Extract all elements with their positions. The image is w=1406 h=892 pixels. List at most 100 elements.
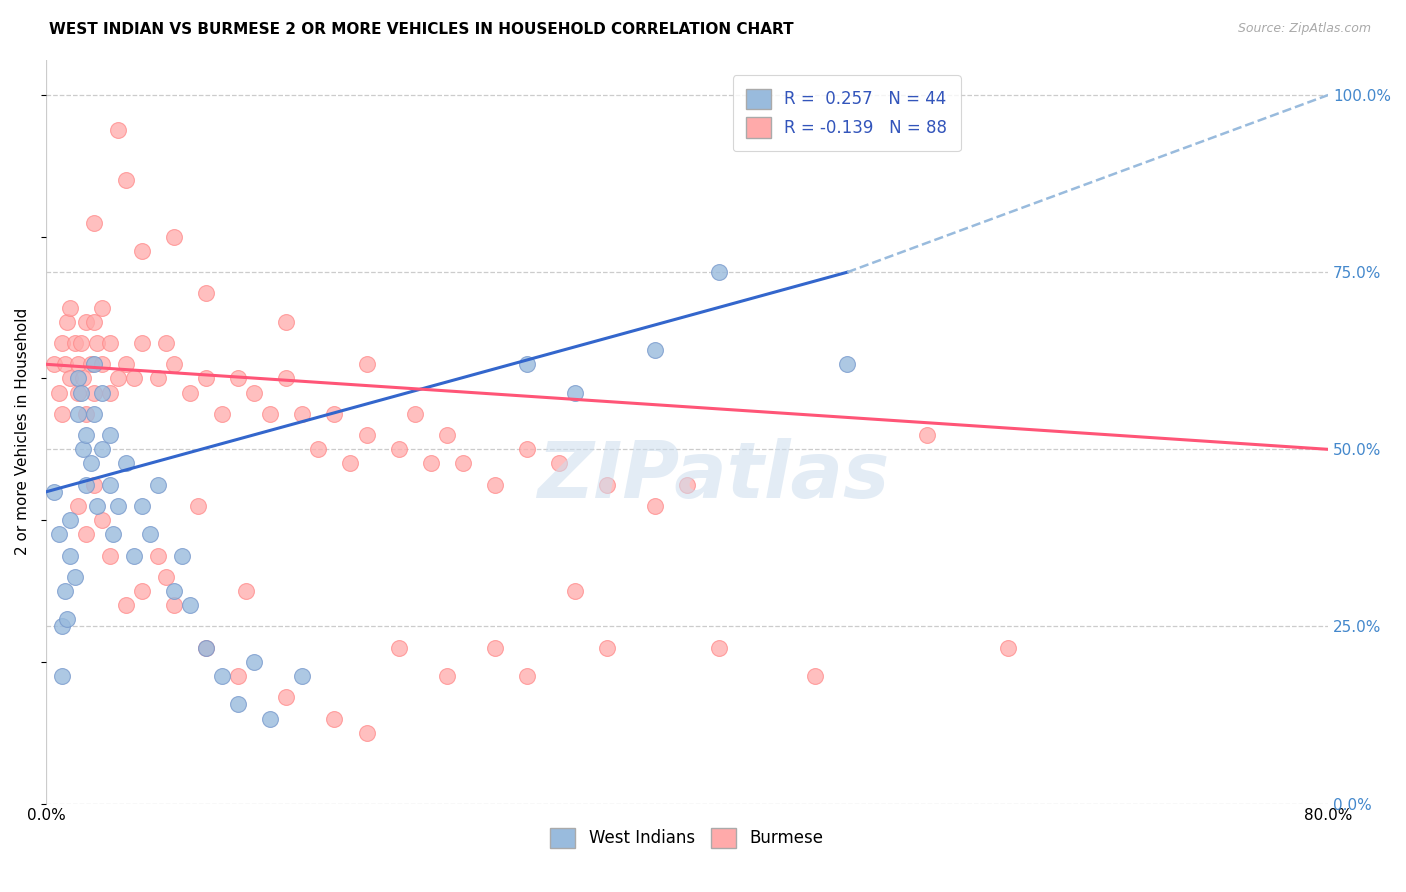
Point	[356, 428, 378, 442]
Point	[75, 428, 97, 442]
Point	[91, 513, 114, 527]
Point	[195, 640, 218, 655]
Point	[387, 640, 409, 655]
Point	[187, 499, 209, 513]
Point	[80, 457, 103, 471]
Point	[56, 315, 79, 329]
Point	[83, 357, 105, 371]
Point	[75, 477, 97, 491]
Point	[115, 357, 138, 371]
Point	[66, 499, 89, 513]
Point	[83, 315, 105, 329]
Point	[122, 549, 145, 563]
Point	[226, 698, 249, 712]
Point	[307, 442, 329, 457]
Point	[516, 357, 538, 371]
Point	[146, 549, 169, 563]
Point	[291, 669, 314, 683]
Point	[163, 357, 186, 371]
Point	[451, 457, 474, 471]
Point	[917, 428, 939, 442]
Point	[122, 371, 145, 385]
Point	[51, 336, 73, 351]
Point	[59, 371, 82, 385]
Point	[98, 336, 121, 351]
Text: WEST INDIAN VS BURMESE 2 OR MORE VEHICLES IN HOUSEHOLD CORRELATION CHART: WEST INDIAN VS BURMESE 2 OR MORE VEHICLE…	[49, 22, 794, 37]
Point	[436, 428, 458, 442]
Point	[547, 457, 569, 471]
Point	[339, 457, 361, 471]
Point	[226, 371, 249, 385]
Point	[564, 385, 586, 400]
Point	[98, 549, 121, 563]
Point	[211, 407, 233, 421]
Point	[66, 357, 89, 371]
Point	[107, 123, 129, 137]
Y-axis label: 2 or more Vehicles in Household: 2 or more Vehicles in Household	[15, 308, 30, 555]
Point	[195, 371, 218, 385]
Point	[91, 301, 114, 315]
Point	[66, 385, 89, 400]
Point	[107, 371, 129, 385]
Point	[163, 598, 186, 612]
Point	[59, 513, 82, 527]
Point	[564, 584, 586, 599]
Point	[91, 357, 114, 371]
Point	[676, 477, 699, 491]
Point	[42, 484, 65, 499]
Point	[63, 336, 86, 351]
Point	[259, 712, 281, 726]
Point	[107, 499, 129, 513]
Point	[51, 407, 73, 421]
Point	[115, 173, 138, 187]
Point	[42, 357, 65, 371]
Point	[83, 216, 105, 230]
Point	[98, 428, 121, 442]
Point	[70, 385, 93, 400]
Point	[53, 584, 76, 599]
Point	[131, 584, 153, 599]
Point	[86, 336, 108, 351]
Point	[63, 570, 86, 584]
Point	[155, 336, 177, 351]
Point	[291, 407, 314, 421]
Point	[75, 407, 97, 421]
Point	[323, 712, 346, 726]
Point	[59, 301, 82, 315]
Point	[66, 407, 89, 421]
Point	[356, 357, 378, 371]
Point	[131, 244, 153, 258]
Point	[436, 669, 458, 683]
Point	[484, 477, 506, 491]
Point	[72, 371, 94, 385]
Point	[707, 640, 730, 655]
Point	[387, 442, 409, 457]
Point	[146, 477, 169, 491]
Point	[211, 669, 233, 683]
Point	[997, 640, 1019, 655]
Point	[91, 385, 114, 400]
Point	[596, 477, 619, 491]
Point	[115, 598, 138, 612]
Point	[243, 385, 266, 400]
Legend: West Indians, Burmese: West Indians, Burmese	[544, 822, 831, 855]
Point	[48, 527, 70, 541]
Point	[484, 640, 506, 655]
Point	[172, 549, 194, 563]
Point	[356, 725, 378, 739]
Point	[516, 669, 538, 683]
Point	[644, 343, 666, 358]
Point	[163, 584, 186, 599]
Text: Source: ZipAtlas.com: Source: ZipAtlas.com	[1237, 22, 1371, 36]
Point	[195, 640, 218, 655]
Point	[179, 385, 201, 400]
Point	[804, 669, 827, 683]
Point	[98, 385, 121, 400]
Point	[66, 371, 89, 385]
Point	[195, 286, 218, 301]
Point	[83, 407, 105, 421]
Point	[644, 499, 666, 513]
Point	[163, 229, 186, 244]
Point	[596, 640, 619, 655]
Point	[115, 457, 138, 471]
